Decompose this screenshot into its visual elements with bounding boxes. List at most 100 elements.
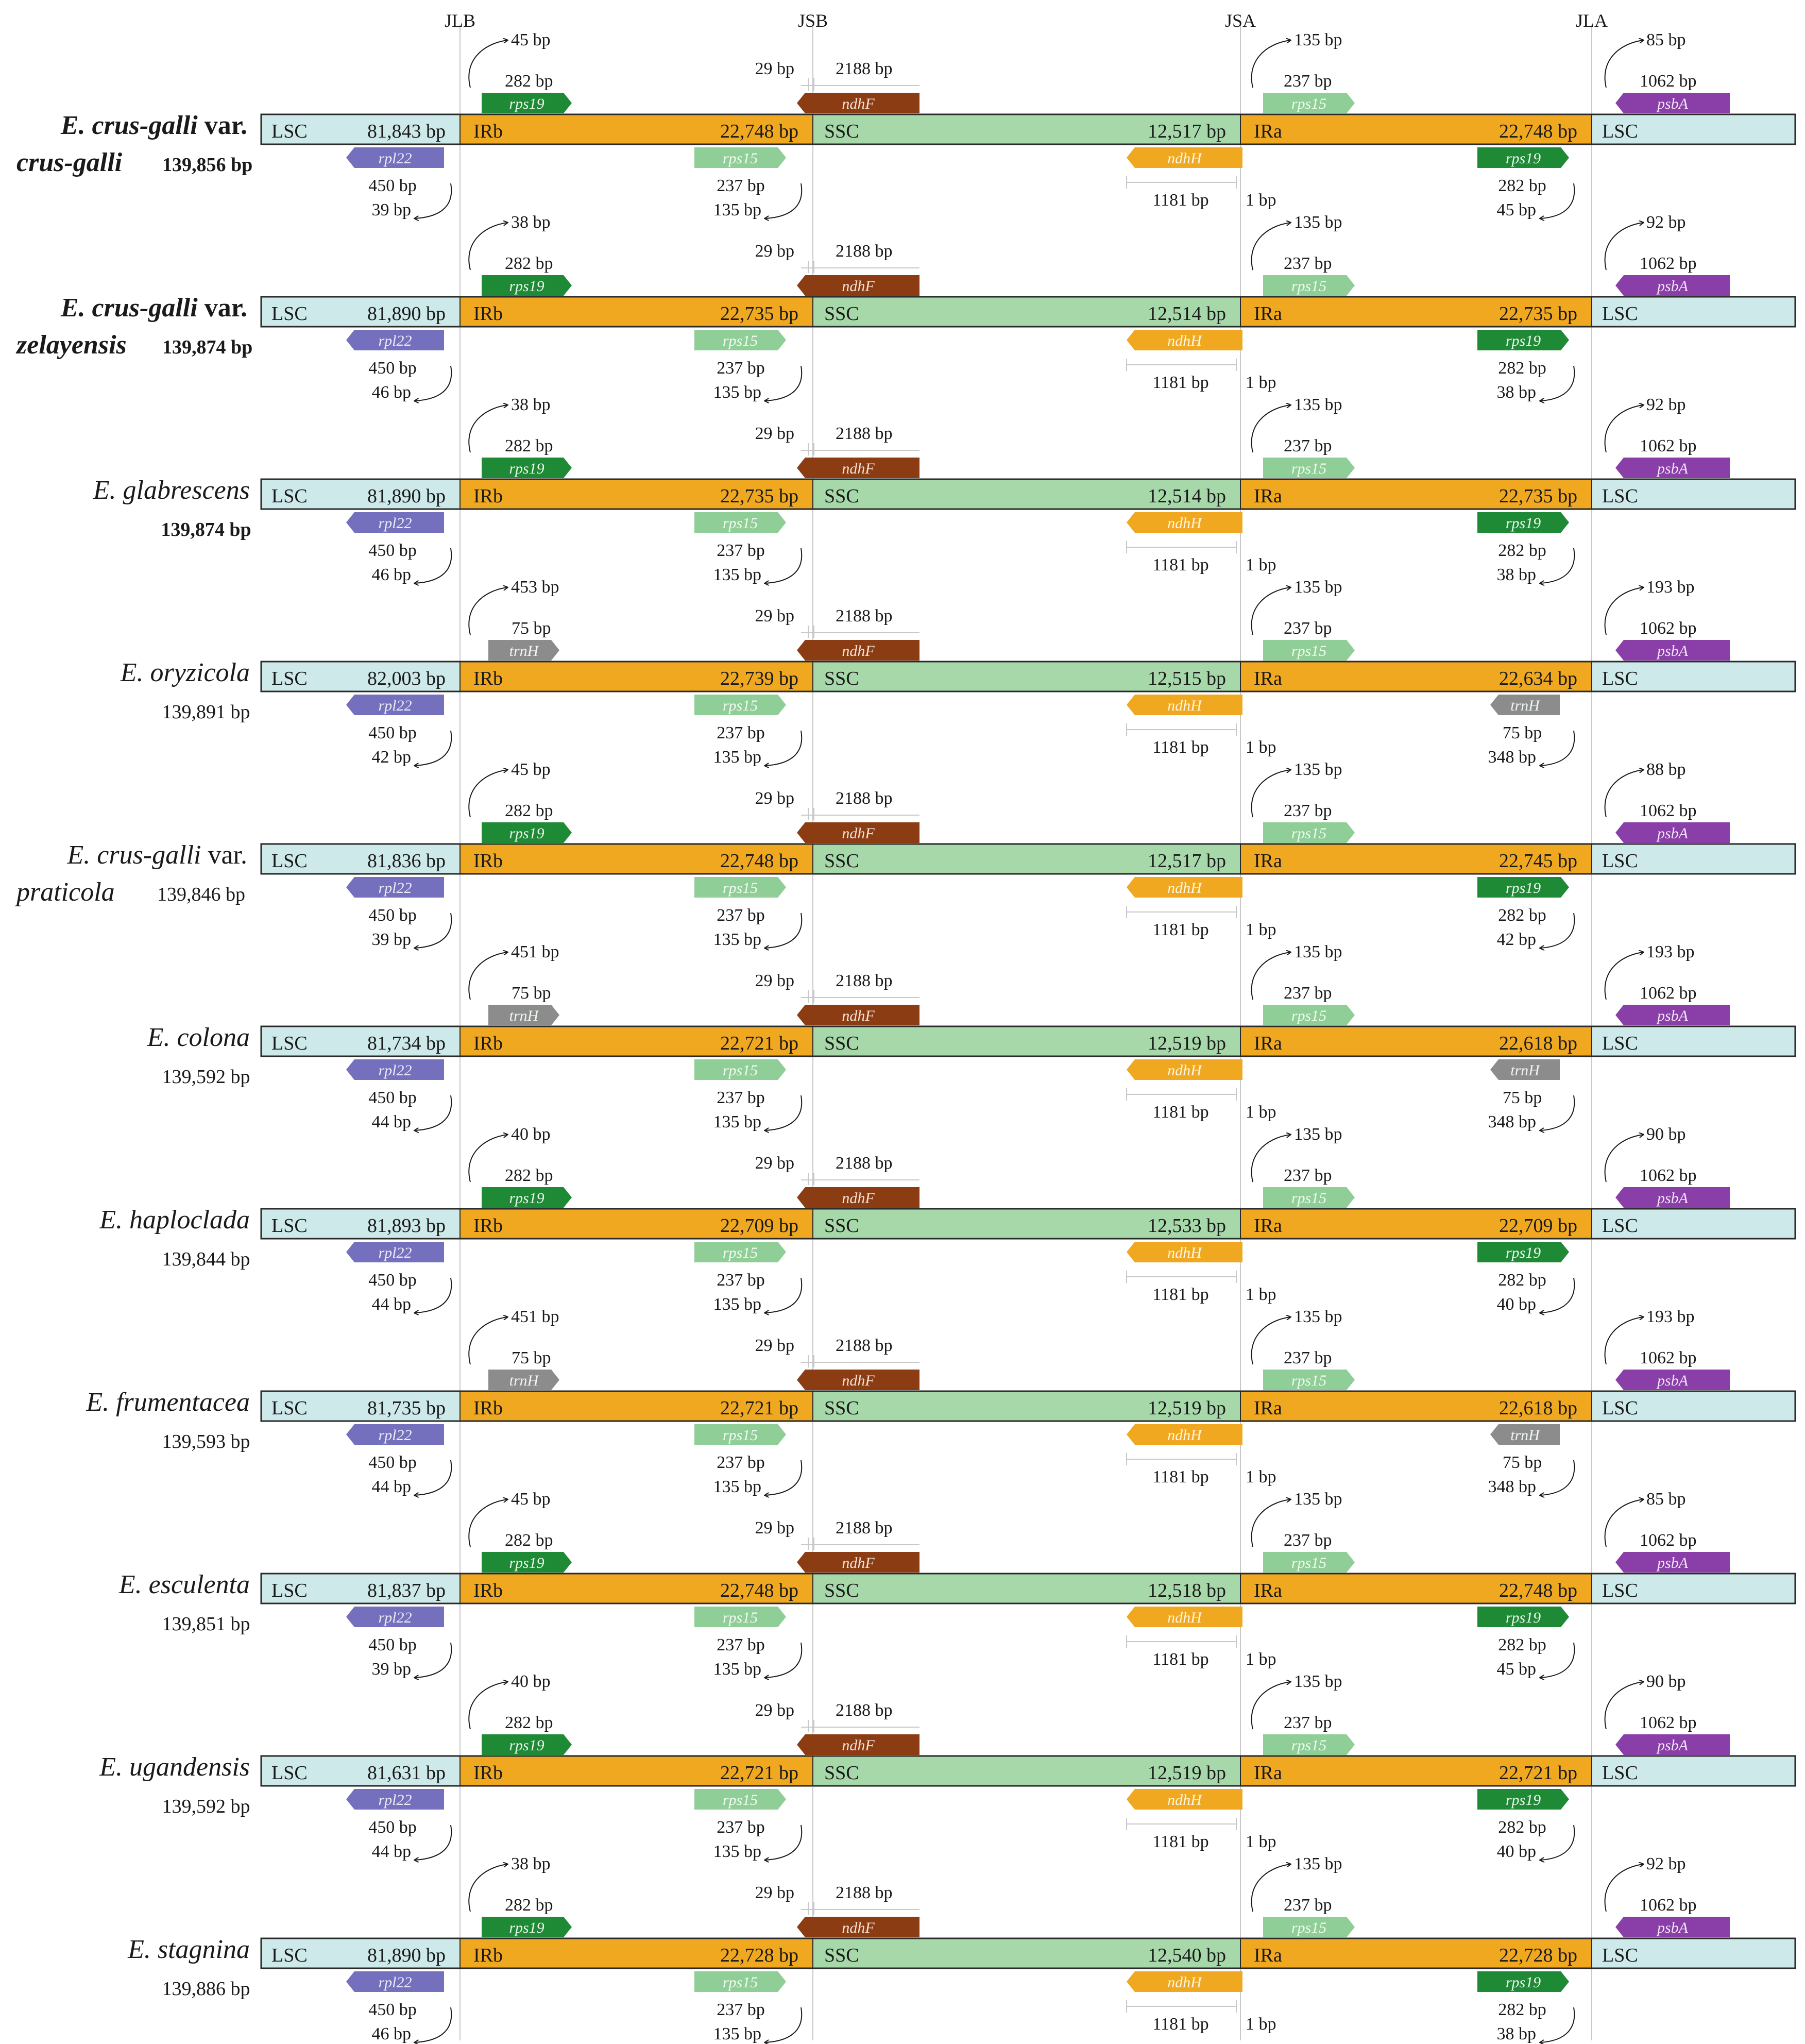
species-row: E. crus-galli var. zelayensis 139,874 bp LS…: [15, 213, 1796, 402]
ira-gene-rps19-shape: [1477, 330, 1569, 350]
lsc-label: LSC: [271, 1397, 308, 1419]
jsa-gene-length: 237 bp: [1284, 72, 1332, 91]
psbA-gene: psbA: [1615, 1005, 1730, 1025]
region-lsc-right: [1592, 844, 1795, 874]
region-ssc: [813, 1756, 1240, 1786]
ira-label: IRa: [1254, 1580, 1282, 1601]
lsc-label: LSC: [271, 485, 308, 507]
ndhH-length: 1181 bp: [1152, 920, 1208, 939]
rpl22-gene-label: rpl22: [378, 1427, 412, 1444]
jlb-distance: 38 bp: [511, 213, 551, 232]
region-ssc: [813, 1026, 1240, 1056]
irb-gene-rps15: rps15: [694, 877, 786, 898]
region-lsc-right: [1592, 1574, 1795, 1603]
psbA-gene-shape: [1615, 1370, 1730, 1390]
irb-length: 22,721 bp: [720, 1033, 798, 1054]
irb-gene-rps15-label: rps15: [723, 697, 758, 714]
lsc-label-right: LSC: [1602, 850, 1638, 872]
jsa-gene-rps15: rps15: [1263, 822, 1355, 843]
ndhF-length: 2188 bp: [836, 1518, 893, 1538]
ndhH-gene-shape: [1127, 695, 1242, 715]
irb-label: IRb: [473, 121, 503, 142]
irb-gene-rps15: rps15: [694, 1789, 786, 1810]
jla-arrow: [1604, 405, 1643, 453]
jla-arrow: [1604, 1135, 1643, 1183]
psbA-length: 1062 bp: [1640, 1896, 1697, 1915]
region-ssc: [813, 297, 1240, 327]
jlb-gene-trnH: trnH: [488, 1370, 559, 1390]
ira-gene-rps19-label: rps19: [1506, 880, 1541, 897]
jsa-gene-rps15-label: rps15: [1291, 95, 1326, 112]
region-bar-outline: [260, 1573, 1796, 1604]
psbA-gene-shape: [1615, 822, 1730, 843]
ndhF-gene-shape: [797, 1187, 919, 1208]
ndhF-gene: ndhF: [797, 1005, 919, 1025]
jsa-distance: 135 bp: [1294, 30, 1342, 49]
irb-label: IRb: [473, 668, 503, 689]
ira-gene-arrow: [1540, 1825, 1575, 1860]
jlb-gene-rps19: rps19: [482, 1552, 572, 1573]
irb-length: 22,721 bp: [720, 1397, 798, 1419]
psbA-gene: psbA: [1615, 822, 1730, 843]
species-row: E. colona 139,592 bp LSC 81,734 bp IRb 22,721…: [147, 942, 1796, 1131]
ira-gene-distance: 45 bp: [1497, 1660, 1537, 1679]
psbA-length: 1062 bp: [1640, 801, 1697, 820]
lsc-label-right: LSC: [1602, 121, 1638, 142]
ira-gene-length: 282 bp: [1498, 1271, 1546, 1290]
ndhH-length: 1181 bp: [1152, 1832, 1208, 1851]
ndhH-distance: 1 bp: [1246, 738, 1276, 757]
jsa-gene-rps15-shape: [1263, 1734, 1355, 1755]
psbA-length: 1062 bp: [1640, 72, 1697, 91]
jsa-gene-length: 237 bp: [1284, 254, 1332, 273]
irb-length: 22,735 bp: [720, 303, 798, 325]
species-genome-size: 139,856 bp: [162, 154, 252, 176]
ndhF-gene-label: ndhF: [842, 460, 875, 477]
psbA-length: 1062 bp: [1640, 984, 1697, 1003]
jlb-gene-rps19-shape: [482, 1552, 572, 1573]
ndhH-gene-label: ndhH: [1167, 1244, 1203, 1261]
psbA-gene-shape: [1615, 1552, 1730, 1573]
jsa-arrow: [1251, 40, 1290, 88]
region-ssc: [813, 1938, 1240, 1968]
lsc-length: 81,890 bp: [367, 303, 446, 325]
lsc-label: LSC: [271, 121, 308, 142]
ira-gene-rps19: rps19: [1477, 1242, 1569, 1262]
rpl22-distance: 44 bp: [372, 1295, 412, 1314]
species-name: E. crus-galli var.: [60, 293, 247, 323]
lsc-label: LSC: [271, 1580, 308, 1601]
region-irb: [460, 662, 813, 691]
ndhF-length: 2188 bp: [836, 242, 893, 261]
ssc-length: 12,540 bp: [1148, 1945, 1226, 1966]
region-irb: [460, 1756, 813, 1786]
jlb-distance: 40 bp: [511, 1672, 551, 1691]
jsa-gene-rps15-label: rps15: [1291, 1372, 1326, 1389]
region-lsc-left: [261, 1209, 460, 1239]
ira-gene-trnH-label: trnH: [1510, 1062, 1541, 1079]
jsa-gene-rps15: rps15: [1263, 640, 1355, 661]
jsa-distance: 135 bp: [1294, 942, 1342, 961]
region-irb: [460, 1938, 813, 1968]
irb-gene-rps15: rps15: [694, 1971, 786, 1992]
ndhF-gene-shape: [797, 1005, 919, 1025]
ndhH-length: 1181 bp: [1152, 191, 1208, 210]
ira-gene-distance: 42 bp: [1497, 930, 1537, 949]
rpl22-distance: 46 bp: [372, 565, 412, 584]
jsa-gene-rps15-label: rps15: [1291, 1190, 1326, 1207]
irb-label: IRb: [473, 303, 503, 325]
jsa-gene-length: 237 bp: [1284, 801, 1332, 820]
jlb-gene-length: 75 bp: [512, 984, 551, 1003]
ira-length: 22,748 bp: [1499, 1580, 1577, 1601]
jlb-arrow: [468, 1682, 507, 1730]
jlb-gene-trnH: trnH: [488, 1005, 559, 1025]
region-irb: [460, 297, 813, 327]
irb-gene-rps15-label: rps15: [723, 1974, 758, 1991]
rpl22-gene: rpl22: [346, 330, 444, 350]
region-irb: [460, 1026, 813, 1056]
region-irb: [460, 479, 813, 509]
jsa-arrow: [1251, 1864, 1290, 1912]
rpl22-arrow: [415, 365, 452, 401]
ira-length: 22,748 bp: [1499, 121, 1577, 142]
jlb-gene-trnH-shape: [488, 1370, 559, 1390]
rps15-length: 237 bp: [717, 1271, 765, 1290]
ira-length: 22,745 bp: [1499, 850, 1577, 872]
